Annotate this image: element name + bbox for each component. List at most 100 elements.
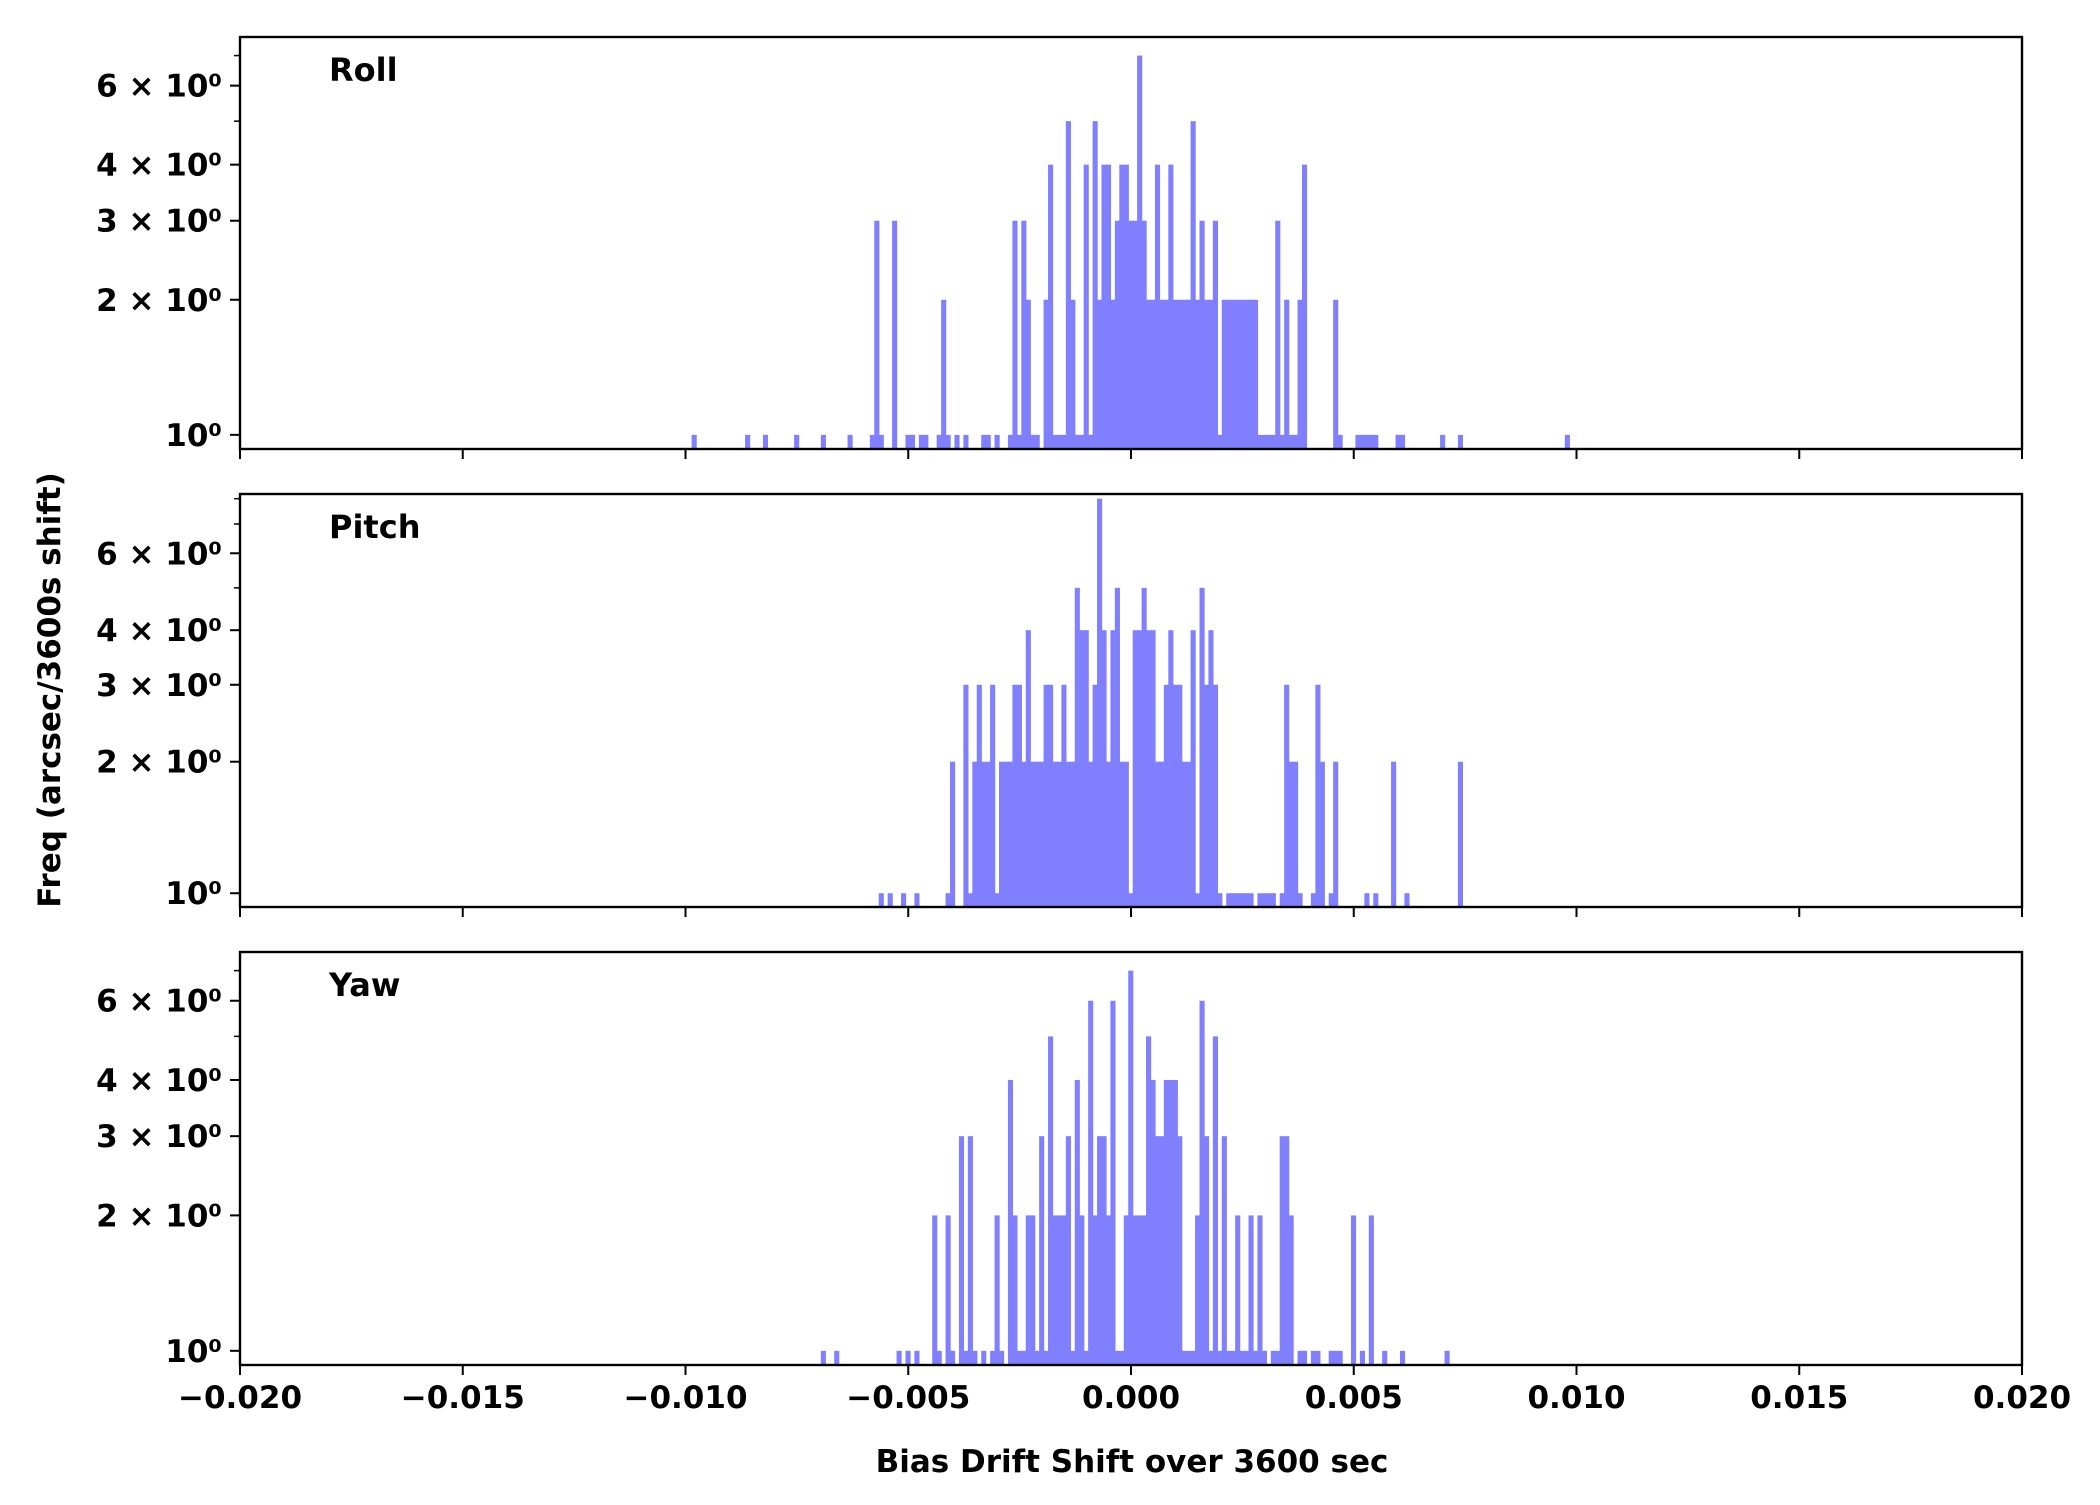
histogram-bar: [1048, 164, 1054, 449]
histogram-bar: [950, 761, 956, 907]
histogram-bar: [794, 434, 800, 449]
histogram-bar: [1252, 299, 1259, 449]
x-tick-label: 0.010: [1527, 1380, 1625, 1416]
histogram-bar: [1284, 1136, 1290, 1365]
histogram-bar: [963, 684, 969, 907]
histogram-bar: [909, 434, 916, 449]
histogram-bar: [1208, 299, 1214, 449]
histogram-bar: [1025, 1215, 1031, 1365]
y-tick-label: 2 × 10⁰: [96, 745, 222, 781]
histogram-bar: [1239, 1350, 1245, 1365]
histogram-bar: [1043, 1350, 1049, 1365]
histogram-bar: [874, 220, 880, 449]
histogram-bar: [1163, 1079, 1169, 1365]
histogram-bar: [1132, 1215, 1138, 1365]
histogram-bar: [1208, 1350, 1214, 1365]
histogram-bar: [954, 434, 960, 449]
y-tick-label: 3 × 10⁰: [96, 668, 222, 704]
histogram-bar: [1266, 893, 1272, 907]
histogram-bar: [1181, 761, 1187, 907]
x-tick-label: 0.020: [1973, 1380, 2071, 1416]
histogram-bar: [981, 434, 987, 449]
histogram-bar: [994, 434, 1000, 449]
histogram-bar: [1021, 761, 1027, 907]
y-tick-label: 6 × 10⁰: [96, 536, 222, 572]
histogram-bar: [1279, 893, 1285, 907]
histogram-bar: [1141, 220, 1147, 449]
histogram-bar: [1003, 761, 1009, 907]
histogram-bar: [914, 1350, 920, 1365]
histogram-bar: [981, 1350, 987, 1365]
histogram-bar: [1034, 434, 1040, 449]
histogram-bar: [1203, 1136, 1210, 1365]
y-tick-label: 3 × 10⁰: [96, 204, 222, 240]
histogram-bar: [1007, 1079, 1014, 1365]
x-tick-label: 0.005: [1305, 1380, 1403, 1416]
histogram-bar: [1399, 434, 1406, 449]
histogram-bar: [745, 434, 751, 449]
y-tick-label: 10⁰: [165, 876, 222, 912]
histogram-bar: [1079, 1215, 1085, 1365]
histogram-bar: [1052, 761, 1058, 907]
histogram-bar: [1105, 761, 1112, 907]
histogram-bar: [1110, 630, 1116, 907]
histogram-bar: [1315, 684, 1321, 907]
histogram-bar: [1235, 299, 1241, 449]
histogram-bar: [1048, 1036, 1054, 1365]
histogram-bar: [1074, 1079, 1080, 1365]
histogram-bar: [1110, 1000, 1116, 1365]
histogram-bar: [1337, 1350, 1343, 1365]
panel-roll: 10⁰ 2 × 10⁰ 3 × 10⁰ 4 × 10⁰ 6 × 10⁰ Roll: [96, 35, 2024, 459]
histogram-bar: [1070, 761, 1076, 907]
histogram-bar: [994, 893, 1000, 907]
histogram-bar: [1146, 630, 1152, 907]
histogram-bar: [1275, 1350, 1281, 1365]
plot-frame: [238, 492, 2024, 909]
histogram-bar: [1275, 220, 1281, 449]
histogram-bar: [936, 434, 942, 449]
histogram-bar: [1564, 434, 1570, 449]
histogram-bar: [1350, 1215, 1357, 1365]
histogram-bar: [1016, 434, 1022, 449]
histogram-bar: [820, 1350, 826, 1365]
histogram-bar: [1097, 1136, 1103, 1365]
histogram-bar: [1190, 630, 1196, 907]
histogram-bar: [1056, 761, 1063, 907]
histogram-bar: [1199, 587, 1205, 907]
histogram-bar: [1061, 684, 1067, 907]
histogram-bar: [1440, 434, 1446, 449]
histogram-bar: [1016, 1350, 1022, 1365]
histogram-bar: [1065, 761, 1071, 907]
histogram-bar: [1074, 587, 1080, 907]
histogram-bar: [1110, 299, 1116, 449]
histogram-bar: [923, 434, 929, 449]
histogram-bar: [1248, 893, 1254, 907]
histogram-bar: [1181, 1350, 1187, 1365]
histogram-bar: [1128, 220, 1134, 449]
histogram-bar: [990, 1350, 996, 1365]
histogram-bar: [1328, 1350, 1334, 1365]
histogram-bar: [1333, 299, 1339, 449]
histogram-bar: [1301, 1350, 1308, 1365]
histogram-bar: [1266, 434, 1272, 449]
histogram-bar: [1092, 684, 1098, 907]
histogram-bar: [1141, 587, 1147, 907]
panel-title: Roll: [329, 51, 398, 89]
x-tick-label: −0.010: [623, 1380, 747, 1416]
histogram-bar: [1382, 1350, 1388, 1365]
histogram-bar: [869, 434, 875, 449]
histogram-bar: [1025, 299, 1031, 449]
histogram-bar: [1337, 434, 1343, 449]
histogram-bar: [1368, 1215, 1374, 1365]
histogram-bar: [1288, 1215, 1294, 1365]
histogram-bar: [847, 434, 853, 449]
histogram-bar: [1373, 434, 1379, 449]
histogram-bar: [1172, 1079, 1178, 1365]
histogram-bar: [1123, 164, 1129, 449]
histogram-bar: [1048, 684, 1054, 907]
histogram-bar: [1333, 1350, 1339, 1365]
histogram-bar: [990, 684, 996, 907]
histogram-bar: [1355, 434, 1361, 449]
histogram-bar: [1310, 893, 1316, 907]
